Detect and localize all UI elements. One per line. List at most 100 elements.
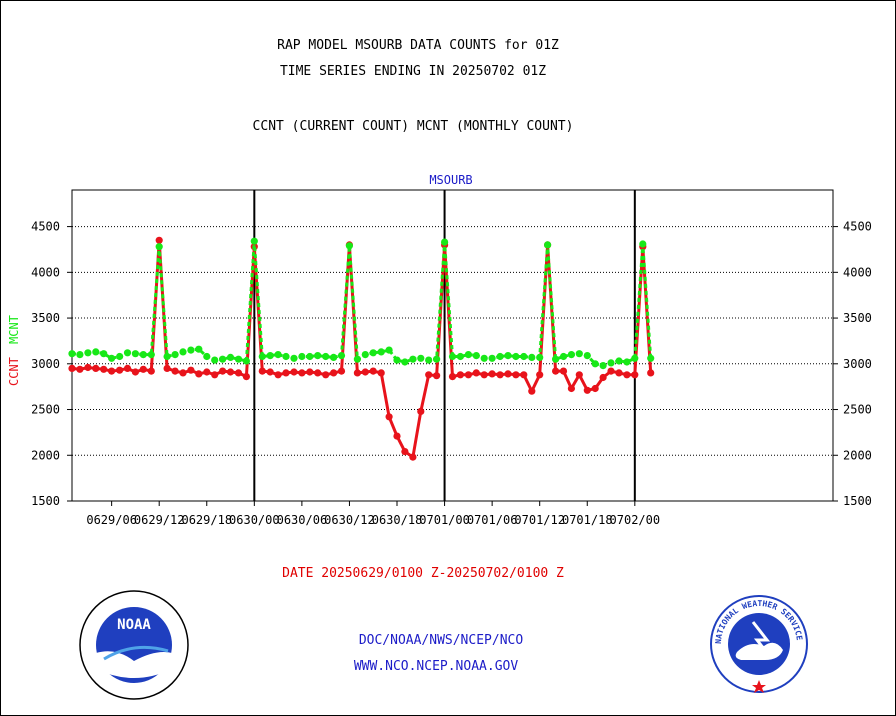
data-point-ccnt [131,368,139,376]
data-point-mcnt [448,352,457,361]
data-point-ccnt [163,364,171,372]
data-point-ccnt [472,369,480,377]
data-point-mcnt [322,352,330,361]
data-point-ccnt [504,370,512,378]
data-point-ccnt [552,367,560,375]
series-line-mcnt [71,241,653,368]
data-point-ccnt [536,371,544,379]
y-tick-label-left: 1500 [31,494,60,508]
data-point-ccnt [171,367,179,375]
y-tick-label-left: 4500 [31,220,60,234]
data-point-ccnt [195,370,203,378]
x-tick-label: 0630/12 [324,513,375,527]
data-point-ccnt [219,367,227,375]
data-point-mcnt [139,351,147,359]
data-point-ccnt [615,369,623,377]
data-point-ccnt [266,368,274,376]
data-point-ccnt [139,365,147,373]
data-point-mcnt [84,349,92,357]
org-path-link[interactable]: DOC/NOAA/NWS/NCEP/NCO [358,633,524,648]
data-point-ccnt [361,368,369,376]
data-point-mcnt [203,352,211,361]
data-point-ccnt [647,369,655,377]
data-point-ccnt [456,371,464,379]
data-point-ccnt [179,369,187,377]
x-tick-label: 0630/18 [372,513,423,527]
data-point-ccnt [290,368,298,376]
chart-subtitle: CCNT (CURRENT COUNT) MCNT (MONTHLY COUNT… [252,119,574,134]
data-point-ccnt [433,372,441,380]
data-point-mcnt [559,352,568,361]
y-tick-label-left: 2000 [31,448,60,462]
data-point-ccnt [155,236,163,244]
data-point-mcnt [536,353,544,361]
data-point-ccnt [385,413,393,421]
data-point-ccnt [92,364,100,372]
data-point-ccnt [258,367,266,375]
data-point-ccnt [76,365,84,373]
data-point-mcnt [401,358,409,366]
data-point-mcnt [528,353,536,361]
data-point-mcnt [599,362,607,370]
data-point-mcnt [258,352,266,361]
data-point-ccnt [567,384,576,393]
x-tick-label: 0629/06 [86,513,137,527]
data-point-mcnt [433,355,441,363]
data-point-ccnt [401,448,409,456]
y-tick-label-right: 4500 [843,220,872,234]
data-point-mcnt [155,243,163,251]
data-point-ccnt [353,369,361,377]
x-tick-label: 0629/12 [134,513,185,527]
data-point-mcnt [425,356,433,364]
data-point-ccnt [448,373,457,381]
data-point-mcnt [314,352,322,360]
website-link[interactable]: WWW.NCO.NCEP.NOAA.GOV [353,659,519,674]
data-point-mcnt [377,348,385,356]
data-point-mcnt [337,352,346,360]
data-point-mcnt [345,242,353,250]
data-point-mcnt [417,354,425,362]
data-point-mcnt [147,351,155,359]
noaa-logo: NOAA [79,590,189,700]
data-point-ccnt [100,365,108,373]
data-point-ccnt [559,367,568,375]
data-point-ccnt [68,364,76,372]
data-point-mcnt [330,353,338,361]
data-point-mcnt [290,354,298,362]
x-tick-label: 0701/18 [562,513,613,527]
y-tick-label-right: 1500 [843,494,872,508]
data-point-mcnt [441,238,449,246]
data-point-mcnt [591,360,599,368]
data-point-ccnt [520,371,528,379]
data-point-ccnt [116,366,124,374]
x-tick-label: 0702/00 [610,513,661,527]
plot-title: MSOURB [429,173,472,187]
data-point-mcnt [480,354,488,362]
plot-border [71,189,834,502]
data-point-ccnt [631,371,639,379]
data-point-ccnt [203,368,211,376]
data-point-ccnt [512,371,520,379]
data-point-mcnt [219,355,227,363]
data-point-ccnt [599,373,607,382]
data-point-mcnt [456,352,464,361]
data-point-ccnt [306,368,314,376]
data-point-mcnt [393,356,401,364]
data-point-mcnt [567,351,576,359]
data-point-mcnt [100,350,108,358]
data-point-mcnt [353,355,361,363]
y-tick-label-right: 3500 [843,311,872,325]
data-point-ccnt [147,367,155,375]
x-tick-label: 0630/00 [229,513,280,527]
data-point-ccnt [377,369,385,377]
data-point-ccnt [298,369,306,377]
data-point-mcnt [195,345,203,353]
chart-title-line2: TIME SERIES ENDING IN 20250702 01Z [279,64,547,79]
x-tick-label: 0629/18 [181,513,232,527]
y-axis-label: CCNT MCNT [7,315,21,386]
noaa-logo-text: NOAA [117,617,151,633]
data-point-mcnt [211,356,219,364]
x-tick-label: 0701/06 [467,513,518,527]
nws-logo: NATIONAL WEATHER SERVICE [710,595,808,693]
data-point-mcnt [512,352,520,361]
